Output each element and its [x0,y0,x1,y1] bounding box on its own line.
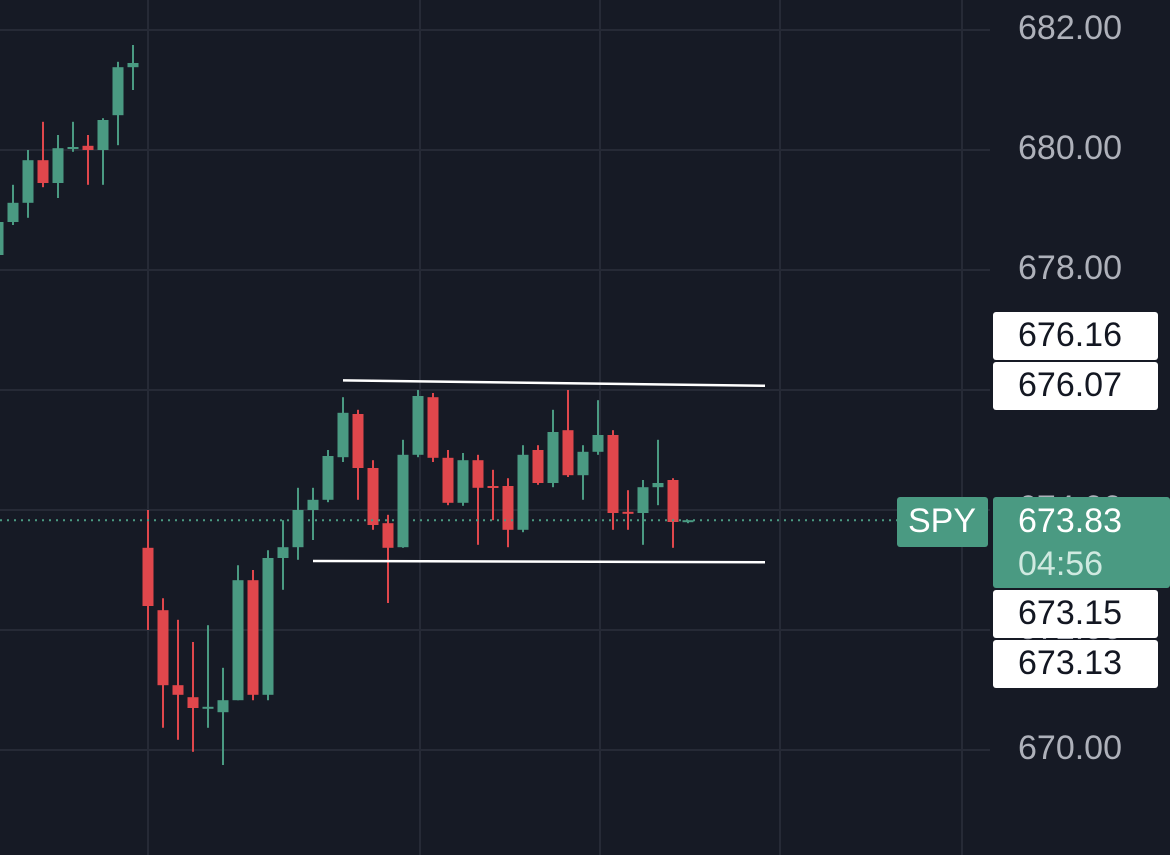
candle-body [562,430,574,476]
candle-body [37,160,49,183]
symbol-label: SPY [908,502,976,540]
candle-body [7,202,19,222]
price-badge [993,312,1158,360]
candle-body [0,222,4,255]
price-badge-label: 673.13 [1018,644,1122,682]
candle-body [607,435,619,513]
candle-body [667,480,679,522]
candle-body [277,547,289,558]
price-badge [993,362,1158,410]
candle-body [487,486,499,488]
candle-body [472,460,484,488]
candle-body [532,450,544,483]
price-badge [993,590,1158,638]
candle-body [397,454,409,548]
candle-body [427,397,439,458]
candle-body [307,499,319,510]
candle-body [292,510,304,548]
candle-body [367,468,379,525]
time-grid [147,0,963,855]
candle-body [622,511,634,514]
candle-body [112,67,124,116]
candle-body [52,148,64,183]
candle-body [592,435,604,452]
candle-body [22,160,34,203]
candle-body [652,483,664,488]
candle-body [97,120,109,150]
y-tick-label: 670.00 [1018,729,1122,767]
candle-body [442,457,454,503]
trend-line [342,379,766,388]
candle-body [382,523,394,548]
trend-line [312,559,766,564]
candle-body [142,547,154,606]
candle-body [502,486,514,530]
price-badge-label: 673.15 [1018,594,1122,632]
candle-body [517,454,529,530]
candle-body [352,414,364,468]
candle-body [127,63,139,68]
price-badge [993,640,1158,688]
price-badge-label: 676.07 [1018,366,1122,404]
candle-body [547,432,559,483]
candle-body [637,487,649,513]
candle-body [217,700,229,713]
candle-body [172,685,184,695]
candle-body [577,451,589,476]
candle-body [247,580,259,695]
candle-body [157,610,169,686]
y-tick-label: 682.00 [1018,9,1122,47]
y-tick-label: 680.00 [1018,129,1122,167]
last-price-badge [993,497,1170,588]
candle-body [82,145,94,150]
countdown-label: 04:56 [1018,545,1103,583]
candle-body [457,460,469,503]
candle-body [232,580,244,701]
candle-body [322,456,334,500]
candle-body [202,706,214,709]
candle-body [262,558,274,695]
symbol-badge [897,497,988,547]
candle-body [337,412,349,458]
last-price-label: 673.83 [1018,502,1122,540]
candle-body [412,396,424,455]
y-tick-label: 678.00 [1018,249,1122,287]
candle-body [67,147,79,149]
price-badge-label: 676.16 [1018,316,1122,354]
candle-body [187,697,199,708]
